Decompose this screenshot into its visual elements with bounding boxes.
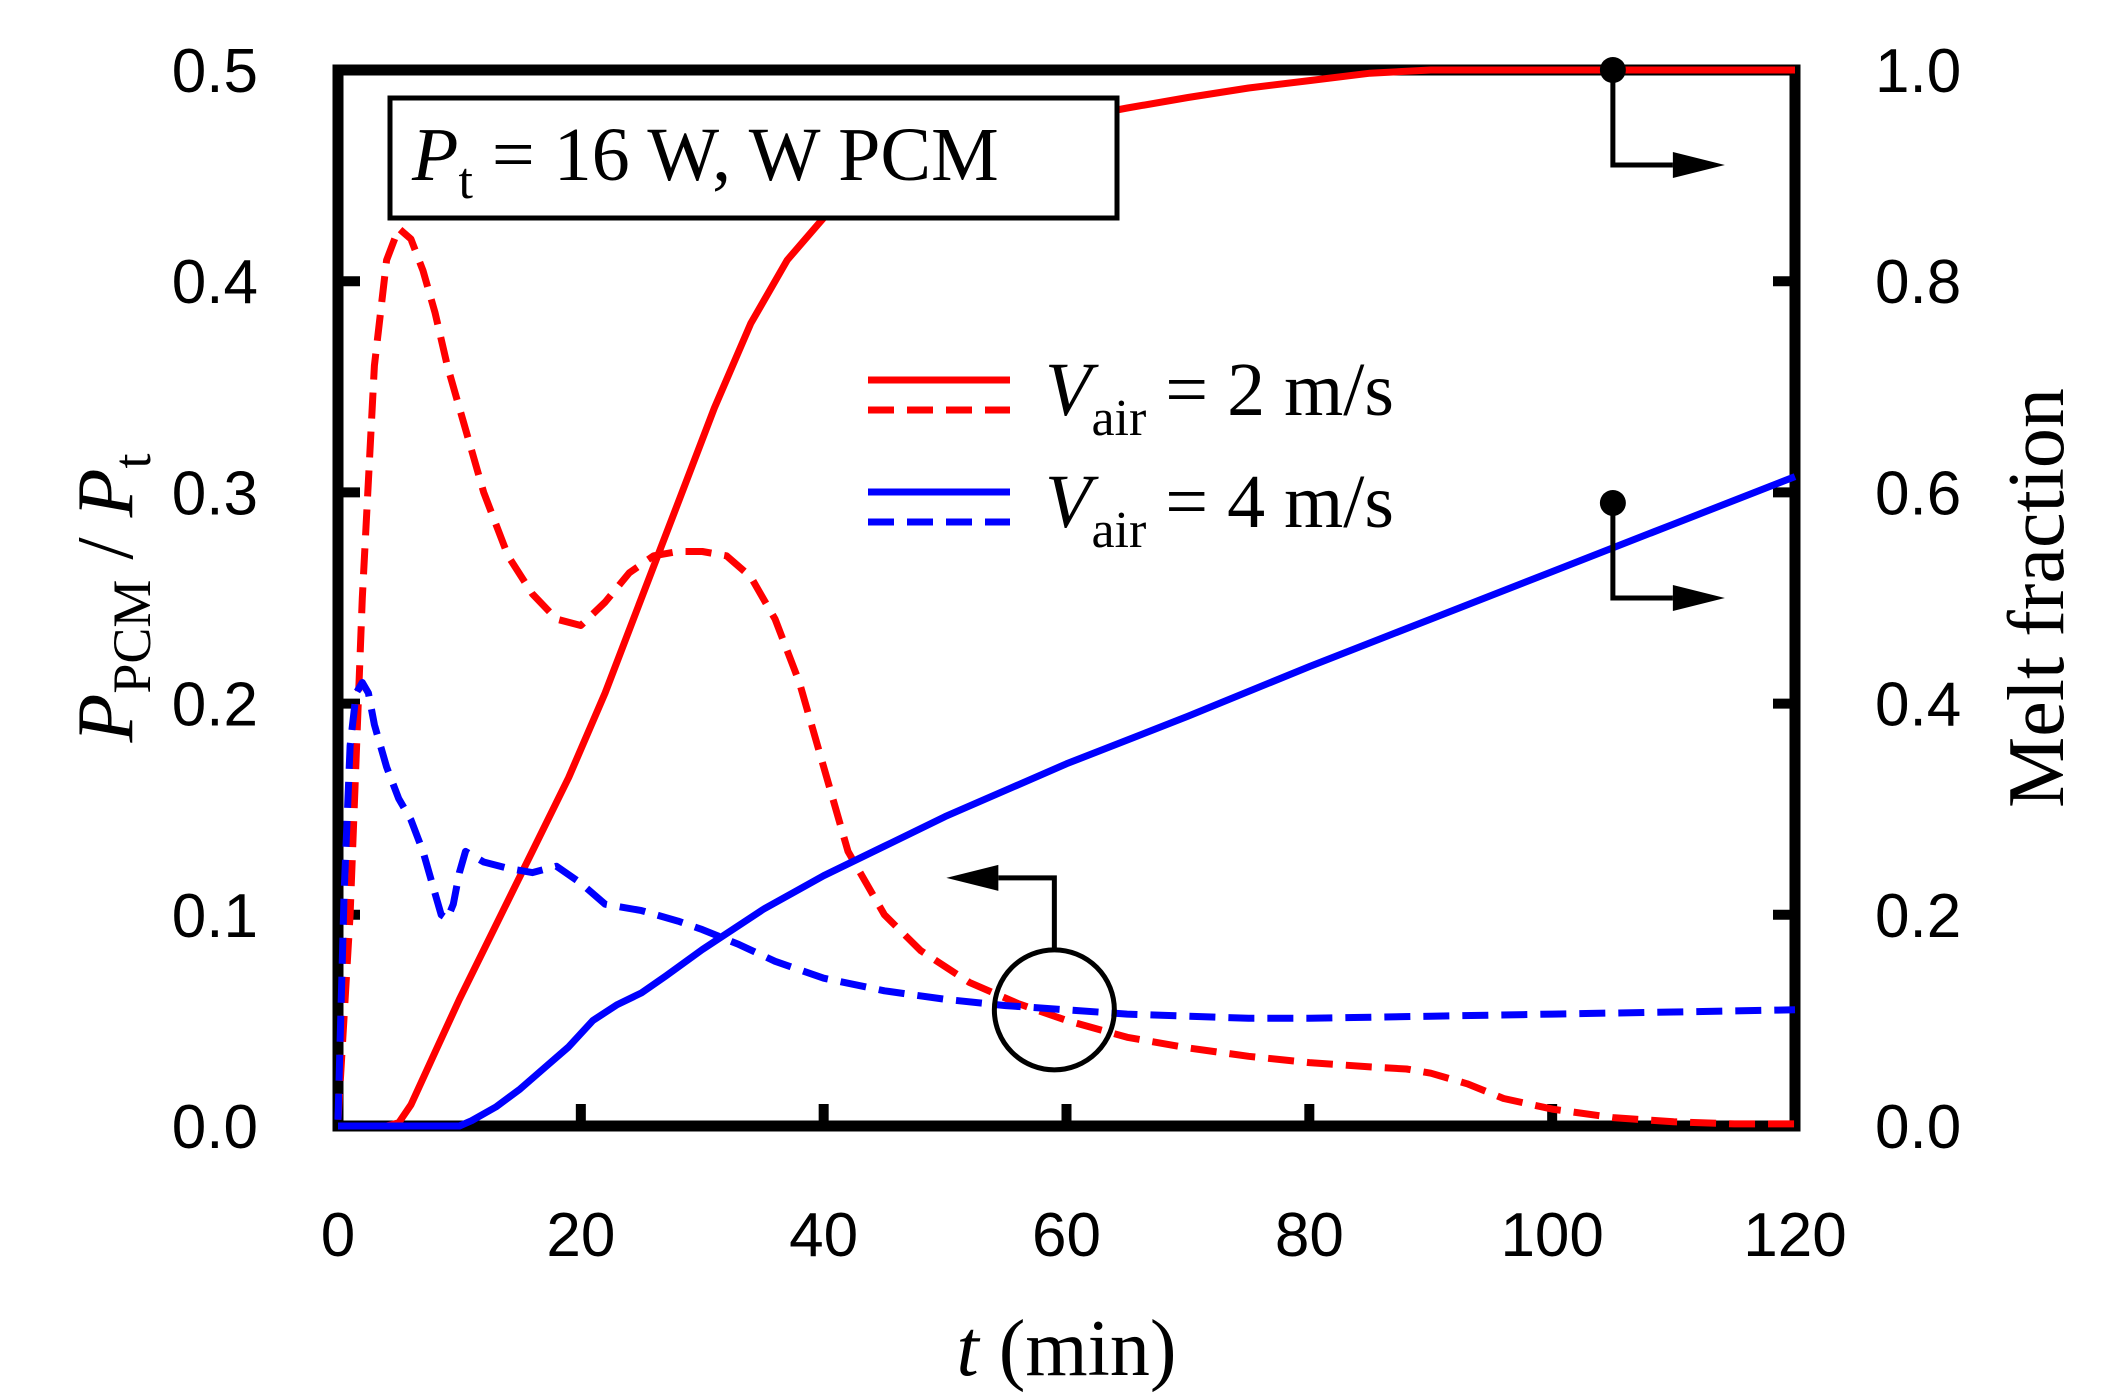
series-line-p_ratio_2ms	[334, 224, 1795, 1128]
x-tick-label: 100	[1500, 1201, 1603, 1270]
y-right-tick-label: 0.6	[1875, 459, 1961, 528]
right-arrow-icon	[1672, 584, 1725, 611]
x-tick-label: 60	[1032, 1201, 1101, 1270]
x-tick-label: 80	[1275, 1201, 1344, 1270]
y-right-tick-label: 0.2	[1875, 882, 1961, 951]
marker-dot	[1599, 489, 1626, 516]
y-left-tick-label: 0.5	[172, 37, 258, 106]
axes-layer	[332, 64, 1801, 1132]
text-layer: 0 20 40 60 80 100 120 0.0 0.1 0.2 0.3 0.4 0.5 0.0 0.2 0…	[62, 37, 2081, 1393]
annotation-layer	[387, 57, 1725, 1073]
x-tick-label: 20	[546, 1201, 615, 1270]
plot-frame	[332, 64, 1801, 1132]
y-right-tick-label: 0.0	[1875, 1093, 1961, 1162]
y-right-tick-label: 1.0	[1875, 37, 1961, 106]
marker-elbow	[998, 875, 1057, 950]
y-right-tick-label: 0.4	[1875, 671, 1961, 740]
marker-elbow	[1610, 70, 1673, 168]
y-right-axis-label: Melt fraction	[1993, 388, 2081, 808]
legend-label: Vair = 4 m/s	[1045, 460, 1394, 559]
right-arrow-icon	[1672, 152, 1725, 178]
annotation-text: Pt = 16 W, W PCM	[411, 113, 999, 210]
series-line-p_ratio_4ms	[334, 679, 1796, 1120]
y-left-axis-label: PPCM / Pt	[62, 453, 162, 743]
x-tick-label: 0	[321, 1201, 355, 1270]
y-left-tick-label: 0.0	[172, 1093, 258, 1162]
series-line-melt_fraction_4ms	[338, 473, 1797, 1130]
y-left-tick-label: 0.3	[172, 459, 258, 528]
series-line-melt_fraction_2ms	[338, 66, 1795, 1130]
y-right-tick-label: 0.8	[1875, 248, 1961, 317]
series-layer	[334, 66, 1797, 1130]
left-arrow-icon	[946, 864, 999, 891]
y-left-tick-label: 0.2	[172, 671, 258, 740]
x-axis-label: t (min)	[957, 1305, 1177, 1393]
y-left-tick-label: 0.4	[172, 248, 258, 317]
y-left-tick-label: 0.1	[172, 882, 258, 951]
legend-label: Vair = 2 m/s	[1045, 348, 1394, 447]
x-tick-label: 40	[789, 1201, 858, 1270]
marker-elbow	[1610, 502, 1673, 601]
x-tick-label: 120	[1743, 1201, 1846, 1270]
annotation-box	[387, 95, 1120, 221]
